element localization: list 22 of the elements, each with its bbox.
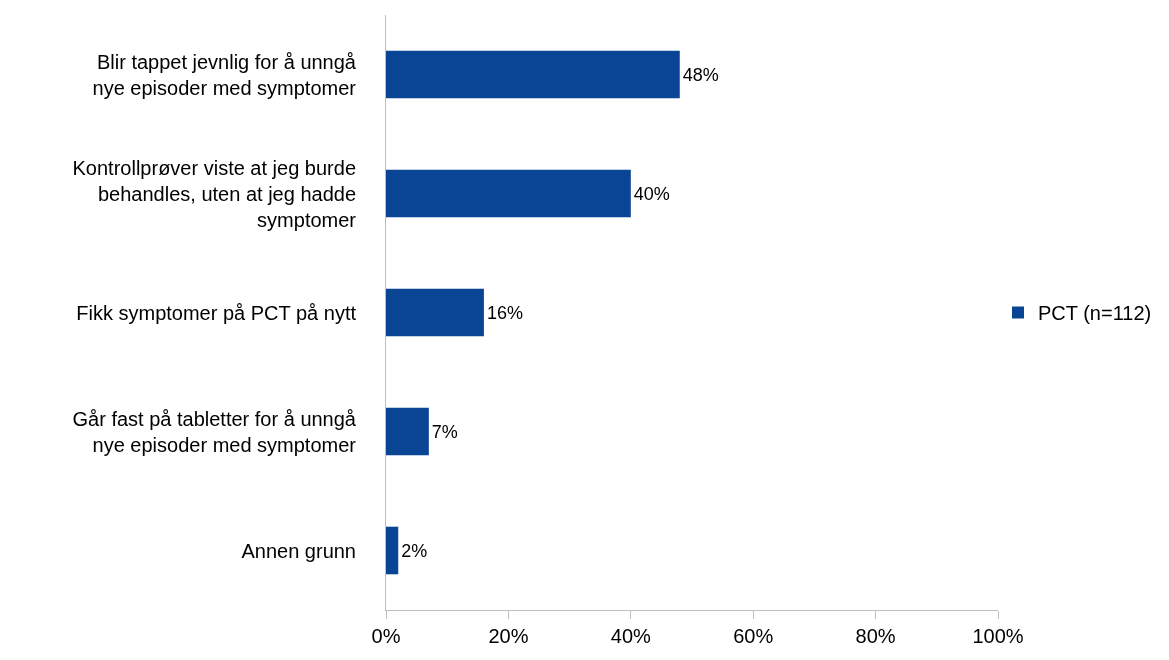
x-tick-label: 100% xyxy=(972,625,1024,647)
data-label: 48% xyxy=(682,64,719,85)
x-tick-label: 0% xyxy=(371,625,401,647)
bar xyxy=(386,288,484,337)
x-tick-label: 80% xyxy=(855,625,896,647)
data-label: 2% xyxy=(401,540,428,561)
y-tick-label: Fikk symptomer på PCT på nytt xyxy=(76,301,357,324)
bar xyxy=(386,169,631,218)
data-label: 7% xyxy=(431,421,458,442)
x-tick-label: 40% xyxy=(610,625,652,647)
bar xyxy=(386,526,399,575)
bar xyxy=(386,407,429,456)
y-tick-label: Går fast på tabletter for å unngå nye episoder med symptomer xyxy=(72,407,357,456)
y-tick-label: Annen grunn xyxy=(241,539,356,562)
data-label: 40% xyxy=(633,183,670,204)
bar xyxy=(386,50,680,99)
x-tick-label: 60% xyxy=(733,625,774,647)
x-tick-label: 20% xyxy=(488,625,529,647)
y-tick-label: Blir tappet jevnlig for å unngå nye episoder med symptomer xyxy=(92,50,357,99)
legend-label: PCT (n=112) xyxy=(1038,302,1152,325)
data-label: 16% xyxy=(486,302,523,323)
y-tick-label: Kontrollprøver viste at jeg burde behandles, uten at jeg hadde symptomer xyxy=(72,156,357,231)
